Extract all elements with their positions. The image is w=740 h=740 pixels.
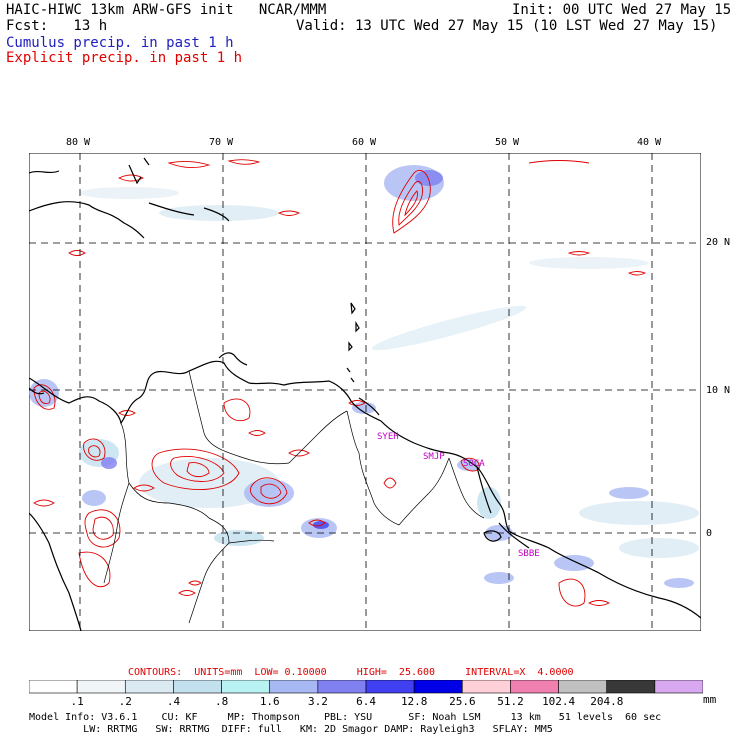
coastlines [29,157,701,631]
colorbar-level-label: 1.6 [259,695,280,708]
colorbar-swatch [29,680,78,694]
colorbar-swatch [221,680,271,694]
forecast-hour: Fcst: 13 h [6,18,108,34]
station-soca: SOCA [463,459,485,469]
title-left: HAIC-HIWC 13km ARW-GFS init NCAR/MMM [6,2,327,18]
colorbar-level-label: 3.2 [307,695,328,708]
model-info-line1: Model Info: V3.6.1 CU: KF MP: Thompson P… [29,712,662,723]
legend-explicit: Explicit precip. in past 1 h [6,50,243,66]
colorbar-swatch [558,680,608,694]
colorbar-level-label: 204.8 [590,695,624,708]
colorbar-level-label: .2 [118,695,132,708]
lon-label-70w: 70 W [209,137,234,148]
lat-label-0: 0 [706,528,713,539]
colorbar-level-label: .4 [166,695,181,708]
lat-label-20n: 20 N [706,237,731,248]
lon-label-40w: 40 W [637,137,662,148]
station-sbbe: SBBE [518,549,540,559]
colorbar-swatch [124,680,174,694]
country-borders [103,370,485,624]
colorbar-swatch [606,680,656,694]
colorbar-level-label: .1 [70,695,84,708]
colorbar-level-label: 51.2 [497,695,524,708]
colorbar-swatch [413,680,463,694]
station-smjp: SMJP [423,452,445,462]
colorbar-swatch [510,680,559,694]
colorbar-swatch [461,680,511,694]
lon-label-50w: 50 W [495,137,520,148]
model-info-line2: LW: RRTMG SW: RRTMG DIFF: full KM: 2D Sm… [29,724,553,735]
colorbar-swatch [76,680,126,694]
lon-label-80w: 80 W [66,137,91,148]
colorbar-swatch [365,680,415,694]
cumulus-precip-shading [29,165,699,588]
colorbar-level-label: 102.4 [542,695,576,708]
lat-label-10n: 10 N [706,385,731,396]
contours-info: CONTOURS: UNITS=mm LOW= 0.10000 HIGH= 25… [128,667,574,678]
lon-label-60w: 60 W [352,137,377,148]
legend-cumulus: Cumulus precip. in past 1 h [6,35,234,51]
colorbar-level-label: 12.8 [400,695,428,708]
latlon-grid [29,153,701,631]
colorbar-level-label: .8 [214,695,229,708]
colorbar-swatch [269,680,319,694]
valid-time: Valid: 13 UTC Wed 27 May 15 (10 LST Wed … [296,18,718,34]
explicit-precip-contours [33,159,647,607]
map-frame [29,153,701,631]
colorbar-unit: mm [703,693,717,706]
colorbar-swatch [317,680,367,694]
colorbar [29,680,703,694]
colorbar-level-label: 25.6 [449,695,476,708]
colorbar-swatch [654,680,703,694]
colorbar-swatch [173,680,222,694]
colorbar-level-label: 6.4 [356,695,376,708]
precip-map [29,153,701,631]
station-syeh: SYEH [377,432,399,442]
init-time: Init: 00 UTC Wed 27 May 15 [512,2,732,18]
